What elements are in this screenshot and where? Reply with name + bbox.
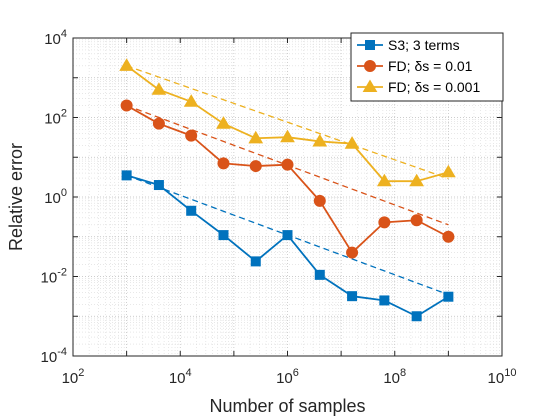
- data-point-series-1: [347, 291, 358, 302]
- y-tick-label: 10-2: [41, 267, 67, 287]
- data-point-series-2: [217, 157, 230, 170]
- fit-line-series-3: [126, 65, 449, 180]
- legend-label-series-3: FD; δs = 0.001: [388, 79, 480, 95]
- data-point-series-2: [185, 129, 198, 142]
- data-point-series-3: [344, 136, 360, 149]
- data-point-series-1: [218, 230, 229, 241]
- data-point-series-3: [183, 94, 199, 107]
- data-point-series-2: [152, 117, 165, 130]
- data-point-series-2: [120, 99, 133, 112]
- y-tick-label: 104: [44, 28, 67, 48]
- x-tick-label: 102: [62, 367, 85, 387]
- data-point-series-1: [121, 170, 132, 181]
- y-tick-label: 10-4: [41, 346, 67, 366]
- data-point-series-3: [248, 130, 264, 144]
- legend-marker-series-2: [364, 60, 376, 72]
- data-point-series-1: [153, 180, 164, 191]
- x-axis-title: Number of samples: [209, 396, 365, 416]
- data-point-series-3: [119, 58, 134, 71]
- legend-marker-series-3: [362, 79, 378, 93]
- x-tick-label: 1010: [488, 367, 517, 387]
- legend: S3; 3 terms FD; δs = 0.01 FD; δs = 0.001: [350, 32, 504, 102]
- data-point-series-1: [186, 205, 197, 216]
- legend-marker-series-1: [365, 40, 375, 50]
- data-point-series-2: [313, 194, 326, 207]
- data-point-series-3: [216, 116, 231, 129]
- y-tick-label: 102: [44, 108, 67, 128]
- legend-label-series-1: S3; 3 terms: [388, 37, 460, 53]
- data-point-series-2: [249, 160, 262, 173]
- data-point-series-1: [250, 256, 261, 267]
- data-point-series-1: [443, 291, 454, 302]
- data-point-series-1: [411, 311, 422, 322]
- data-point-series-3: [409, 173, 425, 187]
- data-point-series-2: [410, 214, 423, 227]
- data-point-series-3: [312, 133, 328, 147]
- data-point-series-2: [378, 216, 391, 229]
- data-point-series-2: [442, 230, 455, 243]
- y-tick-labels: 10-4 10-2 100 102 104: [41, 28, 67, 366]
- data-point-series-1: [282, 230, 293, 241]
- y-tick-label: 100: [44, 187, 67, 207]
- y-axis-title: Relative error: [6, 143, 26, 251]
- x-tick-label: 104: [169, 367, 192, 387]
- x-tick-label: 108: [383, 367, 406, 387]
- x-tick-label: 106: [276, 367, 299, 387]
- data-point-series-3: [441, 164, 456, 178]
- data-point-series-3: [151, 82, 167, 95]
- data-point-series-2: [346, 246, 359, 259]
- x-tick-labels: 102 104 106 108 1010: [62, 367, 517, 387]
- data-point-series-1: [379, 295, 390, 306]
- legend-label-series-2: FD; δs = 0.01: [388, 58, 473, 74]
- data-point-series-3: [376, 173, 392, 187]
- data-point-series-1: [314, 269, 325, 280]
- data-point-series-2: [281, 158, 294, 171]
- series-markers: [119, 58, 456, 322]
- legend-box: [350, 32, 504, 102]
- data-point-series-3: [280, 129, 295, 143]
